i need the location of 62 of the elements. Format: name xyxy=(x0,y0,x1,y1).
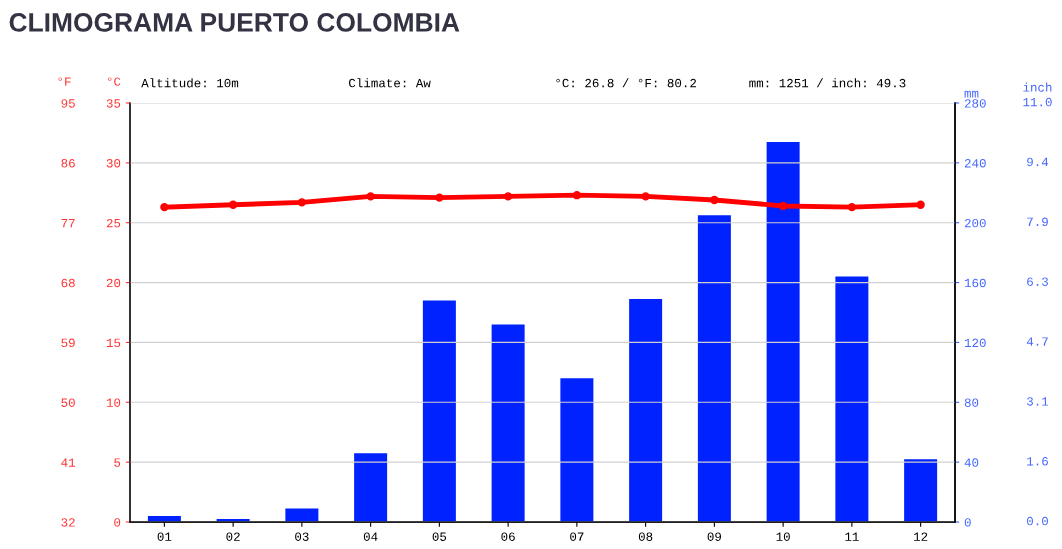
text: 4.7 xyxy=(1026,337,1048,346)
x-tick-label: 10 xyxy=(776,532,790,541)
x-tick-label: 08 xyxy=(638,532,653,541)
y-tick-label: 25 xyxy=(106,218,121,228)
y3-tick-label: 95 xyxy=(61,99,75,108)
x-tick-label: 05 xyxy=(432,532,447,541)
bar xyxy=(422,300,456,522)
chart-title: CLIMOGRAMA PUERTO COLOMBIA xyxy=(9,13,460,32)
x-tick-label: 12 xyxy=(914,532,928,541)
text: 1.6 xyxy=(1027,457,1048,466)
text: Altitude: 10m xyxy=(141,78,239,88)
y2-tick-label: 240 xyxy=(964,159,986,168)
y-tick-label: 15 xyxy=(106,338,121,348)
text: inch xyxy=(1023,82,1052,92)
text: °C: 26.8 / °F: 80.2 xyxy=(556,78,696,88)
x-tick-label: 11 xyxy=(845,532,859,541)
x-tick-label: 07 xyxy=(570,532,584,541)
y-tick-label: 30 xyxy=(106,159,121,168)
text: 9.4 xyxy=(1027,157,1049,167)
text: 3.1 xyxy=(1027,397,1049,406)
y-tick-label: 10 xyxy=(106,398,121,407)
y3-tick-label: 86 xyxy=(61,159,75,168)
y3-tick-label: 59 xyxy=(61,338,75,348)
y2-tick-label: 160 xyxy=(964,278,986,288)
y2-tick-label: 200 xyxy=(964,218,986,228)
y2-tick-label: 80 xyxy=(964,398,979,407)
y3-tick-label: 50 xyxy=(61,398,75,407)
y2-tick-label: 0 xyxy=(964,518,971,527)
y-tick-label: 5 xyxy=(114,458,121,467)
y-axis-title: °C xyxy=(107,77,121,86)
y2-tick-label: 40 xyxy=(964,458,979,467)
text: 11.0 xyxy=(1023,97,1052,107)
bar xyxy=(835,276,869,522)
bar xyxy=(766,141,800,522)
x-tick-label: 01 xyxy=(157,532,172,541)
bar xyxy=(560,378,594,522)
bar xyxy=(904,459,938,522)
y3-tick-label: 77 xyxy=(61,219,75,228)
x-tick-label: 04 xyxy=(363,532,378,541)
text: Climate: Aw xyxy=(349,78,431,88)
text: 7.9 xyxy=(1027,217,1048,227)
y-tick-label: 0 xyxy=(114,518,121,527)
text: mm: 1251 / inch: 49.3 xyxy=(749,78,906,88)
x-tick-label: 03 xyxy=(295,532,309,541)
y3-tick-label: 41 xyxy=(61,458,76,467)
bar xyxy=(697,215,731,522)
bar xyxy=(491,324,525,522)
y2-tick-label: 120 xyxy=(964,338,986,348)
y2-tick-label: 280 xyxy=(964,99,986,108)
x-tick-label: 02 xyxy=(226,532,240,541)
bar xyxy=(354,453,388,522)
y-tick-label: 20 xyxy=(106,278,121,288)
text: 0.0 xyxy=(1027,516,1048,526)
text: 6.3 xyxy=(1027,277,1048,286)
y-tick-label: 35 xyxy=(106,99,121,108)
x-tick-label: 09 xyxy=(707,532,722,541)
y2-axis-title: mm xyxy=(964,90,979,98)
x-tick-label: 06 xyxy=(501,532,515,541)
y3-axis-title: °F xyxy=(58,77,71,86)
bar xyxy=(629,299,663,522)
y3-tick-label: 32 xyxy=(61,518,75,527)
y3-tick-label: 68 xyxy=(61,278,75,288)
